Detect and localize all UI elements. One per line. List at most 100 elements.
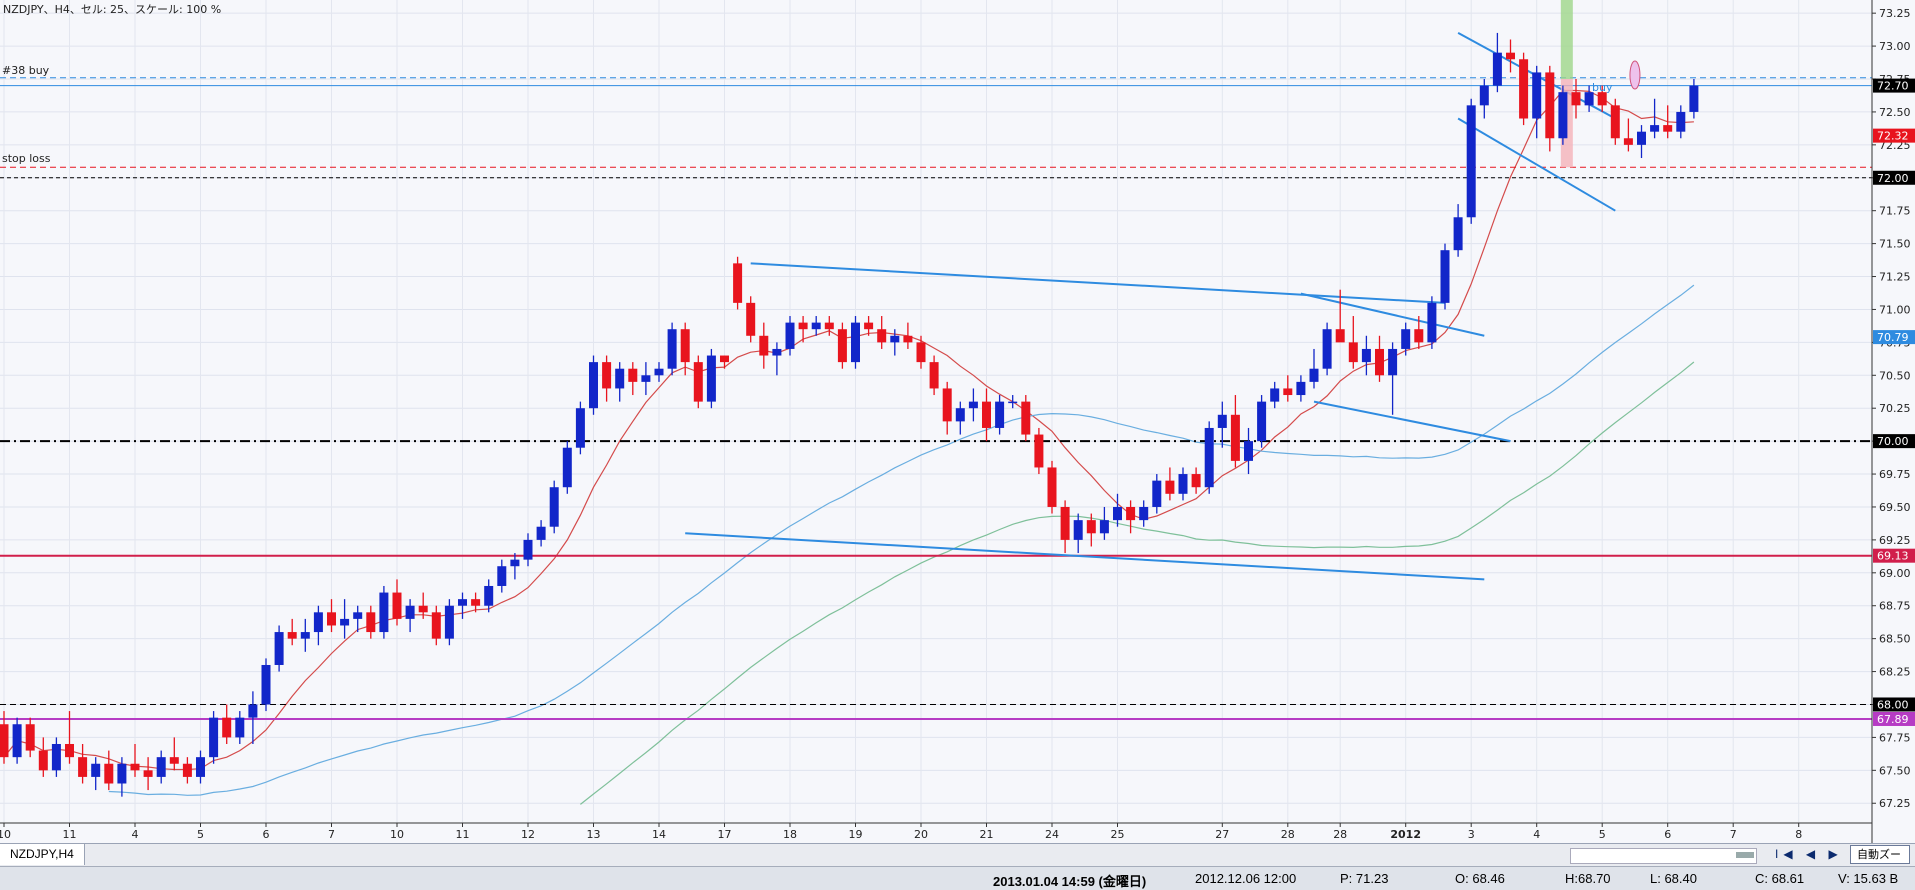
price-tags: 72.70 72.32 72.00 70.79 70.00 69.13 68.00 67.89 [1873, 78, 1915, 726]
candle-body [1139, 506, 1149, 521]
y-tick-label: 67.25 [1879, 797, 1911, 810]
candle-body [733, 263, 743, 303]
candle-body [1584, 92, 1594, 106]
status-high: H:68.70 [1565, 871, 1611, 886]
candle-body [91, 763, 101, 777]
candle-body [759, 335, 769, 356]
time-axis: 10 11 4 5 6 7 10 11 12 13 14 17 18 19 20 21 24 25 27 28 28 20… [0, 823, 1802, 841]
horizontal-lines[interactable] [0, 77, 1872, 720]
candle-body [746, 302, 756, 336]
y-tick-label: 71.25 [1879, 271, 1911, 284]
candle-body [12, 724, 22, 758]
candle-body [982, 401, 991, 428]
x-tick-label: 21 [980, 828, 994, 841]
candle-body [1453, 217, 1463, 251]
candle-body [1230, 414, 1240, 461]
x-tick-label: 7 [1730, 828, 1737, 841]
candle-body [1086, 520, 1096, 534]
y-tick-label: 70.25 [1879, 402, 1911, 415]
candle-body [444, 605, 454, 639]
candle-body [1178, 474, 1188, 494]
candles [0, 32, 1699, 797]
candle-body [1361, 348, 1371, 363]
candle-body [929, 362, 939, 389]
price-chart[interactable]: 73.2573.0072.7572.5072.2572.0071.7571.50… [0, 0, 1915, 843]
auto-zoom-button[interactable]: 自動ズーム [1850, 845, 1910, 880]
candle-body [1204, 427, 1214, 488]
candle-body [379, 592, 389, 633]
candle-body [25, 724, 35, 751]
candle-body [65, 743, 74, 758]
candle-body [890, 335, 900, 343]
candle-body [1401, 329, 1411, 349]
nav-buttons[interactable]: I◀ ◀ ▶ ▶I [1775, 847, 1874, 861]
candle-body [1492, 52, 1502, 86]
price-tag-box [1873, 548, 1915, 563]
chart-scrollbar[interactable] [1570, 848, 1757, 864]
y-tick-label: 70.50 [1879, 369, 1911, 382]
x-tick-label: 3 [1468, 828, 1475, 841]
candle-body [458, 599, 467, 606]
candle-body [641, 375, 651, 382]
candle-body [156, 757, 166, 777]
candle-body [955, 408, 965, 422]
candle-body [1663, 125, 1673, 132]
x-tick-label: 6 [1664, 828, 1671, 841]
price-tag-text: 68.00 [1877, 698, 1909, 711]
candle-body [353, 612, 363, 619]
candle-body [916, 342, 926, 363]
candle-body [169, 757, 179, 764]
candle-body [1165, 480, 1175, 494]
candle-body [575, 408, 585, 448]
x-tick-label: 5 [1599, 828, 1606, 841]
price-tag-text: 72.70 [1877, 80, 1909, 93]
ma-mid-line [108, 284, 1695, 796]
candle-body [615, 368, 625, 389]
trendline [1300, 292, 1485, 337]
status-close: C: 68.61 [1755, 871, 1805, 886]
candle-body [431, 612, 441, 639]
candle-body [1126, 506, 1136, 521]
candle-body [903, 335, 913, 343]
candle-body [1073, 520, 1083, 540]
candle-body [405, 605, 415, 619]
candle-body [798, 322, 808, 330]
candle-body [995, 401, 1005, 428]
candle-body [143, 770, 153, 777]
price-axis: 73.2573.0072.7572.5072.2572.0071.7571.50… [1872, 7, 1911, 810]
y-tick-label: 67.50 [1879, 764, 1911, 777]
candle-body [602, 362, 612, 389]
price-tag-box [1873, 434, 1915, 449]
price-tag-text: 72.00 [1877, 172, 1909, 185]
candle-body [1571, 92, 1581, 106]
scrollbar-thumb[interactable] [1736, 852, 1754, 858]
candle-body [1021, 401, 1031, 435]
candle-body [1597, 92, 1607, 106]
status-volume: V: 15.63 B [1838, 871, 1899, 886]
y-tick-label: 69.50 [1879, 501, 1911, 514]
status-datetime: 2013.01.04 14:59 (金曜日) [993, 874, 1147, 889]
candle-body [117, 763, 127, 784]
candle-body [1191, 474, 1201, 488]
candle-body [942, 388, 952, 422]
ma-slow-line [580, 361, 1695, 805]
candle-body [222, 717, 232, 738]
price-tag-text: 69.13 [1877, 550, 1909, 563]
candle-body [536, 526, 546, 540]
candle-body [1650, 125, 1660, 132]
price-tag-text: 70.00 [1877, 435, 1909, 448]
trendlines[interactable] [685, 32, 1616, 581]
candle-body [1440, 250, 1450, 303]
trendline [1313, 400, 1511, 443]
candle-body [1637, 131, 1646, 145]
price-tag-box [1873, 170, 1915, 185]
tab-nzdjpy-h4[interactable]: NZDJPY,H4 [0, 844, 85, 865]
candle-body [484, 585, 494, 606]
buy-marker-label: buy [1592, 81, 1613, 94]
candle-body [235, 717, 245, 738]
x-tick-label: 19 [849, 828, 863, 841]
candle-body [706, 355, 716, 402]
buy-zone-green [1560, 0, 1573, 80]
x-tick-label: 8 [1795, 828, 1802, 841]
x-tick-label: 11 [63, 828, 77, 841]
